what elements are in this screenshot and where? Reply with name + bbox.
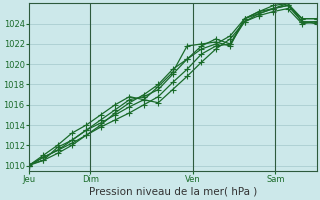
X-axis label: Pression niveau de la mer( hPa ): Pression niveau de la mer( hPa ) [89, 187, 257, 197]
